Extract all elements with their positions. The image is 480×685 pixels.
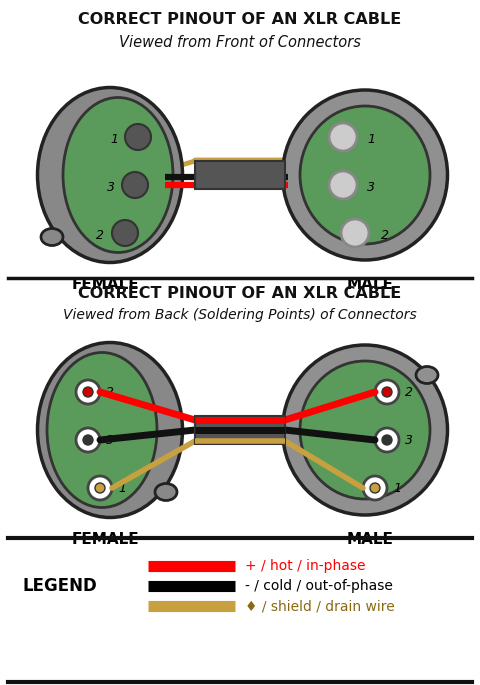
Text: 3: 3 (106, 434, 114, 447)
Text: 2: 2 (381, 229, 389, 242)
Text: ♦ / shield / drain wire: ♦ / shield / drain wire (245, 599, 395, 613)
Circle shape (112, 220, 138, 246)
Text: FEMALE: FEMALE (71, 277, 139, 292)
Circle shape (329, 123, 357, 151)
Circle shape (329, 171, 357, 199)
Ellipse shape (41, 229, 63, 245)
Ellipse shape (283, 90, 447, 260)
Circle shape (375, 380, 399, 404)
Ellipse shape (63, 97, 173, 253)
Text: + / hot / in-phase: + / hot / in-phase (245, 559, 365, 573)
Circle shape (375, 428, 399, 452)
Circle shape (341, 219, 369, 247)
Text: 2: 2 (106, 386, 114, 399)
Text: CORRECT PINOUT OF AN XLR CABLE: CORRECT PINOUT OF AN XLR CABLE (78, 286, 402, 301)
Ellipse shape (37, 342, 182, 517)
Circle shape (83, 387, 93, 397)
Text: 1: 1 (367, 132, 375, 145)
Text: - / cold / out-of-phase: - / cold / out-of-phase (245, 579, 393, 593)
Circle shape (363, 476, 387, 500)
Circle shape (382, 387, 392, 397)
Text: 2: 2 (405, 386, 413, 399)
Circle shape (95, 483, 105, 493)
Text: 3: 3 (405, 434, 413, 447)
Bar (195, 416, 285, 444)
Text: CORRECT PINOUT OF AN XLR CABLE: CORRECT PINOUT OF AN XLR CABLE (78, 12, 402, 27)
Ellipse shape (300, 361, 430, 499)
Text: 3: 3 (107, 181, 115, 193)
Bar (195, 161, 285, 189)
Ellipse shape (416, 366, 438, 384)
Text: 2: 2 (96, 229, 104, 242)
Circle shape (88, 476, 112, 500)
Ellipse shape (37, 88, 182, 262)
Ellipse shape (47, 353, 157, 508)
Text: 1: 1 (393, 482, 401, 495)
Ellipse shape (283, 345, 447, 515)
Circle shape (382, 435, 392, 445)
Text: FEMALE: FEMALE (71, 532, 139, 547)
Text: 1: 1 (110, 132, 118, 145)
Circle shape (125, 124, 151, 150)
Circle shape (122, 172, 148, 198)
Text: Viewed from Front of Connectors: Viewed from Front of Connectors (119, 35, 361, 50)
Circle shape (370, 483, 380, 493)
Circle shape (83, 435, 93, 445)
Text: 3: 3 (367, 181, 375, 193)
Text: Viewed from Back (Soldering Points) of Connectors: Viewed from Back (Soldering Points) of C… (63, 308, 417, 322)
Circle shape (76, 380, 100, 404)
Text: 1: 1 (118, 482, 126, 495)
Text: MALE: MALE (347, 532, 394, 547)
Text: MALE: MALE (347, 277, 394, 292)
Circle shape (76, 428, 100, 452)
Text: LEGEND: LEGEND (22, 577, 97, 595)
Ellipse shape (155, 484, 177, 501)
Ellipse shape (300, 106, 430, 244)
